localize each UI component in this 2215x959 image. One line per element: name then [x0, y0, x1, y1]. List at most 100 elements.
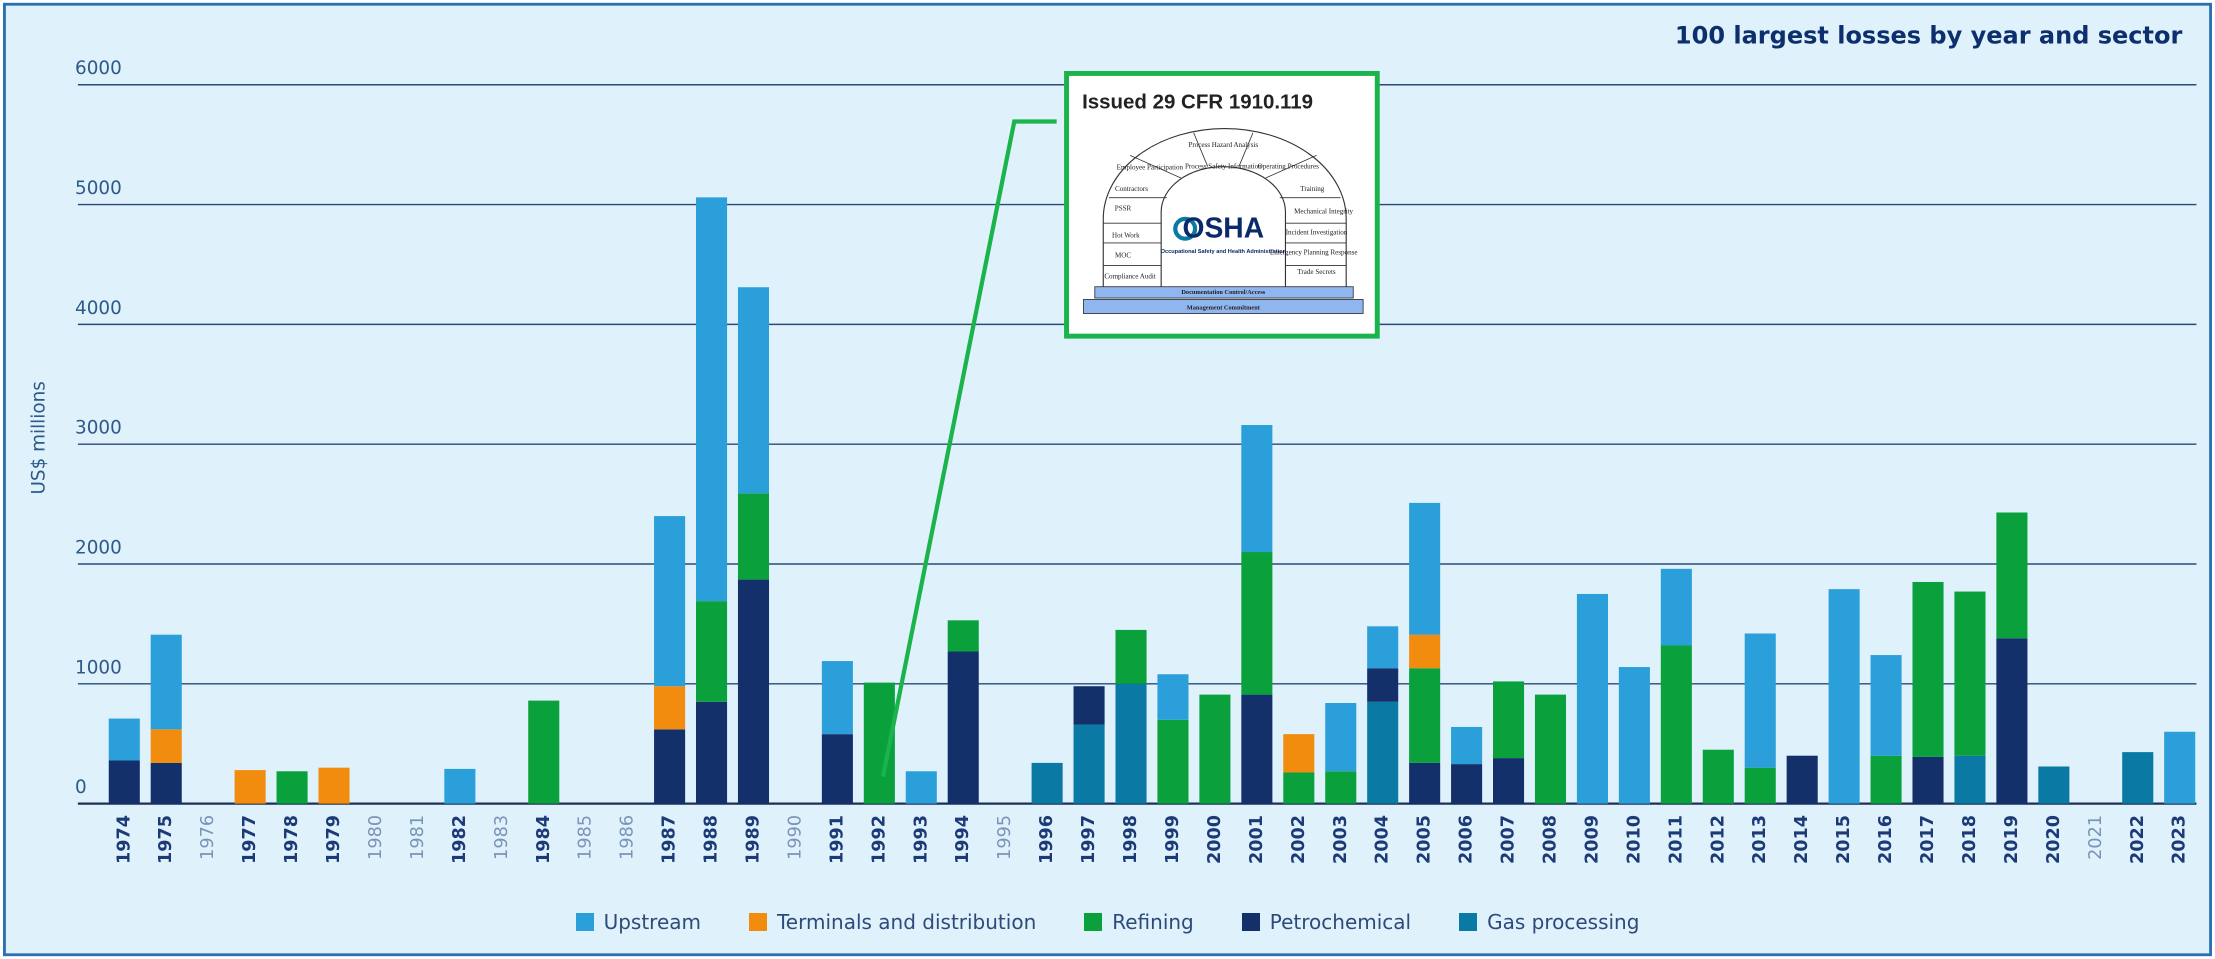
bar-segment: [654, 516, 686, 687]
legend-swatch: [1084, 913, 1103, 931]
bar-segment: [1073, 724, 1105, 804]
annotation-label: PSSR: [1115, 205, 1132, 213]
x-tick-label: 2016: [1876, 815, 1896, 864]
bar-segment: [1954, 591, 1986, 756]
bar-segment: [1493, 758, 1525, 804]
legend-swatch: [1459, 913, 1478, 931]
x-tick-label: 2013: [1750, 815, 1770, 864]
x-tick-label: 1982: [450, 815, 470, 864]
annotation-label: Employee Participation: [1117, 164, 1184, 172]
bar-segment: [1576, 593, 1608, 804]
bar-segment: [1660, 645, 1692, 804]
y-tick-label: 0: [75, 777, 87, 798]
x-tick-label: 2023: [2170, 815, 2190, 864]
x-tick-label: 2005: [1415, 815, 1435, 864]
x-tick-label: 2022: [2128, 815, 2148, 864]
x-tick-label: 2015: [1834, 815, 1854, 864]
bar-segment: [1534, 694, 1567, 804]
annotation-label: Operating Procedures: [1258, 162, 1320, 170]
bar-segment: [1115, 629, 1147, 684]
bar-segment: [1157, 719, 1189, 804]
annotation-label: Documentation Control/Access: [1181, 289, 1265, 296]
bar-segment: [1241, 694, 1273, 804]
x-tick-label: 1987: [660, 815, 680, 864]
bar-segment: [696, 701, 728, 804]
bar-segment: [150, 634, 182, 730]
annotation-label: Contractors: [1115, 185, 1148, 193]
bar-segment: [150, 729, 182, 763]
x-tick-label: 1988: [702, 815, 722, 864]
bar-segment: [1996, 638, 2028, 804]
bar-segment: [528, 700, 560, 804]
bar-segment: [1283, 772, 1315, 804]
x-tick-label: 1983: [492, 815, 512, 860]
x-tick-label: 1977: [240, 815, 260, 864]
bar-segment: [1409, 502, 1441, 635]
legend-item: Upstream: [575, 910, 701, 934]
bar-segment: [1451, 726, 1483, 765]
annotation-label: Management Commitment: [1187, 304, 1261, 311]
x-tick-label: 2014: [1792, 815, 1812, 864]
x-tick-label: 2001: [1247, 815, 1267, 864]
bar-segment: [1367, 626, 1399, 669]
x-tick-label: 2017: [1918, 815, 1938, 864]
bar-segment: [234, 770, 266, 804]
bar-segment: [1870, 755, 1902, 804]
bar-segment: [1325, 771, 1357, 804]
bar-segment: [947, 620, 979, 652]
y-tick-label: 2000: [75, 537, 122, 558]
bar-segment: [1912, 756, 1944, 804]
bar-segment: [1199, 694, 1231, 804]
x-tick-label: 2002: [1289, 815, 1309, 864]
x-tick-label: 1978: [282, 815, 302, 864]
annotation-label: Mechanical Integrity: [1294, 207, 1353, 215]
x-tick-label: 2004: [1373, 815, 1393, 864]
bar-segment: [444, 768, 476, 804]
x-tick-label: 1980: [366, 815, 386, 860]
legend-label: Refining: [1112, 910, 1194, 934]
annotation-label: Compliance Audit: [1104, 272, 1156, 280]
bar-segment: [1367, 668, 1399, 702]
logo-ring: [1173, 216, 1198, 241]
x-tick-label: 1992: [869, 815, 889, 864]
base-bar: [1094, 286, 1354, 299]
annotation-box: Issued 29 CFR 1910.119 OSHA Occupational…: [880, 70, 1380, 778]
x-tick-label: 1985: [576, 815, 596, 860]
legend-item: Gas processing: [1459, 910, 1639, 934]
x-tick-label: 1979: [324, 815, 344, 864]
x-tick-label: 1976: [198, 815, 218, 860]
bar-segment: [2038, 766, 2070, 804]
bar-segment: [318, 767, 350, 804]
bar-segment: [1157, 674, 1189, 720]
bar-segment: [1283, 734, 1315, 773]
x-tick-label: 1991: [827, 815, 847, 864]
bar-segment: [1325, 702, 1357, 772]
y-axis-label: US$ millions: [29, 381, 50, 494]
x-tick-label: 2012: [1708, 815, 1728, 864]
x-tick-label: 1994: [953, 815, 973, 864]
logo-text: OSHA: [1183, 212, 1265, 244]
annotation-label: Hot Work: [1112, 231, 1140, 239]
x-tick-label: 2009: [1582, 815, 1602, 864]
bar-segment: [1702, 749, 1734, 804]
bar-segment: [1367, 701, 1399, 804]
bar-segment: [821, 661, 853, 735]
legend-item: Petrochemical: [1241, 910, 1411, 934]
legend-swatch: [575, 913, 594, 931]
legend-swatch: [1241, 913, 1260, 931]
bar-segment: [654, 686, 686, 730]
x-tick-label: 2011: [1666, 815, 1686, 864]
x-tick-label: 2007: [1499, 815, 1519, 864]
bar-segment: [1744, 633, 1776, 768]
legend-item: Terminals and distribution: [748, 910, 1036, 934]
bar-segment: [1618, 667, 1650, 804]
bar-segment: [150, 762, 182, 804]
x-tick-label: 1975: [156, 815, 176, 864]
x-tick-label: 1995: [995, 815, 1015, 860]
x-tick-label: 1997: [1079, 815, 1099, 864]
legend: Upstream Terminals and distribution Refini…: [0, 910, 2215, 934]
bar-segment: [2122, 752, 2154, 804]
bar-segment: [737, 579, 770, 804]
x-tick-label: 2006: [1457, 815, 1477, 864]
x-tick-label: 1989: [743, 815, 763, 864]
